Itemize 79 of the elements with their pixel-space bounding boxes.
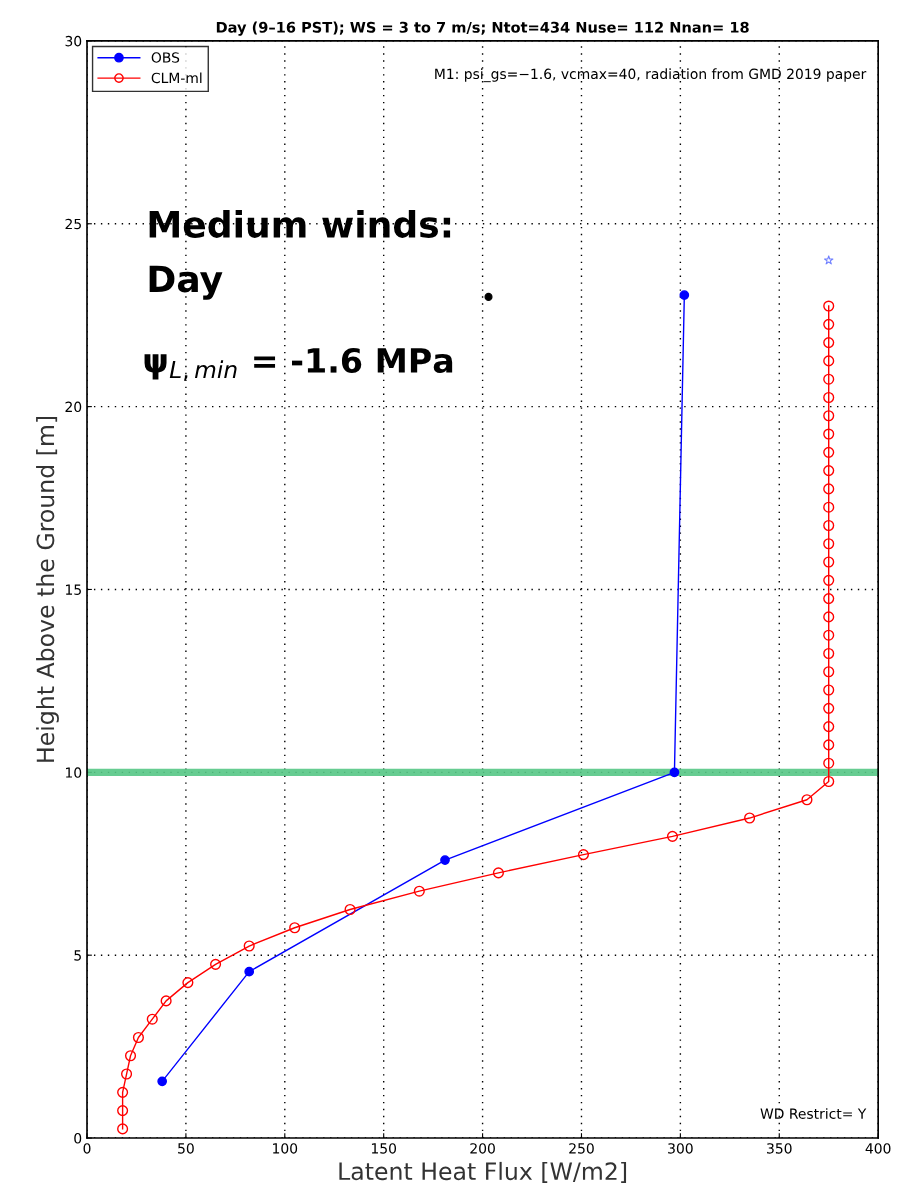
point <box>823 337 835 349</box>
point <box>344 903 356 916</box>
point <box>823 410 835 422</box>
point <box>669 767 680 778</box>
x-tick-label: 100 <box>273 1143 298 1154</box>
point <box>289 922 301 934</box>
x-tick-label: 150 <box>371 1143 397 1154</box>
point <box>124 1050 137 1062</box>
y-tick-label: 25 <box>65 218 81 230</box>
x-axis-title: Latent Heat Flux [W/m2] <box>339 1161 627 1183</box>
point <box>121 1068 133 1080</box>
point <box>823 255 834 265</box>
point <box>823 501 835 513</box>
annotation: Medium winds: <box>149 209 451 238</box>
point <box>146 1013 158 1025</box>
point <box>244 966 255 977</box>
y-tick-label: 0 <box>74 1133 82 1144</box>
point <box>182 977 194 989</box>
x-tick-label: 350 <box>767 1143 792 1154</box>
point <box>823 574 835 586</box>
annotation: WD Restrict= Y <box>760 1108 867 1119</box>
point <box>243 940 255 952</box>
point <box>744 812 756 824</box>
point <box>823 446 835 458</box>
point <box>157 1076 168 1087</box>
x-tick-label: 300 <box>668 1143 693 1154</box>
point <box>117 1123 129 1135</box>
x-tick-label: 0 <box>83 1143 91 1154</box>
point <box>823 428 835 440</box>
point <box>823 647 835 660</box>
point <box>823 739 835 751</box>
point <box>440 855 450 865</box>
point <box>823 483 835 495</box>
point <box>823 666 835 678</box>
point <box>823 721 835 733</box>
point <box>117 1105 129 1117</box>
point <box>823 757 835 769</box>
legend-label: OBS <box>151 52 180 63</box>
point <box>823 775 835 788</box>
x-tick-label: 250 <box>569 1143 594 1154</box>
y-tick-label: 20 <box>65 401 82 413</box>
point <box>666 830 679 842</box>
point <box>823 465 835 477</box>
y-axis-title: Height Above the Ground [m] <box>36 416 59 762</box>
point <box>210 958 222 970</box>
legend-label: CLM-ml <box>151 72 202 84</box>
point <box>823 300 835 312</box>
point <box>160 995 172 1007</box>
point <box>823 538 835 550</box>
point <box>823 629 835 641</box>
x-tick-label: 400 <box>865 1143 891 1154</box>
annotation: M1: psi_gs=−1.6, vcmax=40, radiation from GMD 2019 paper <box>435 68 867 83</box>
point <box>823 519 835 532</box>
point <box>823 373 835 385</box>
annotation: ψ$_{L,min}$ = -1.6 MPa <box>144 347 453 381</box>
point <box>823 556 835 568</box>
y-tick-label: 15 <box>66 584 81 595</box>
point <box>492 867 504 879</box>
x-tick-label: 200 <box>470 1143 495 1154</box>
point <box>117 1086 129 1098</box>
y-tick-label: 30 <box>65 35 82 47</box>
point <box>801 794 813 806</box>
point <box>823 702 835 714</box>
y-tick-label: 10 <box>66 767 82 778</box>
point <box>577 849 590 861</box>
annotation: Day <box>149 265 223 300</box>
point <box>413 885 425 897</box>
y-tick-label: 5 <box>74 950 81 961</box>
point <box>132 1031 144 1044</box>
point <box>823 684 835 696</box>
point <box>484 292 493 301</box>
point <box>823 355 835 367</box>
point <box>823 593 835 605</box>
chart-title: Day (9–16 PST); WS = 3 to 7 m/s; Ntot=434 Nuse= 112 Nnan= 18 <box>216 21 749 36</box>
point <box>823 611 835 623</box>
point <box>823 391 835 404</box>
x-tick-label: 50 <box>178 1143 194 1154</box>
point <box>823 318 835 330</box>
point <box>679 290 690 300</box>
